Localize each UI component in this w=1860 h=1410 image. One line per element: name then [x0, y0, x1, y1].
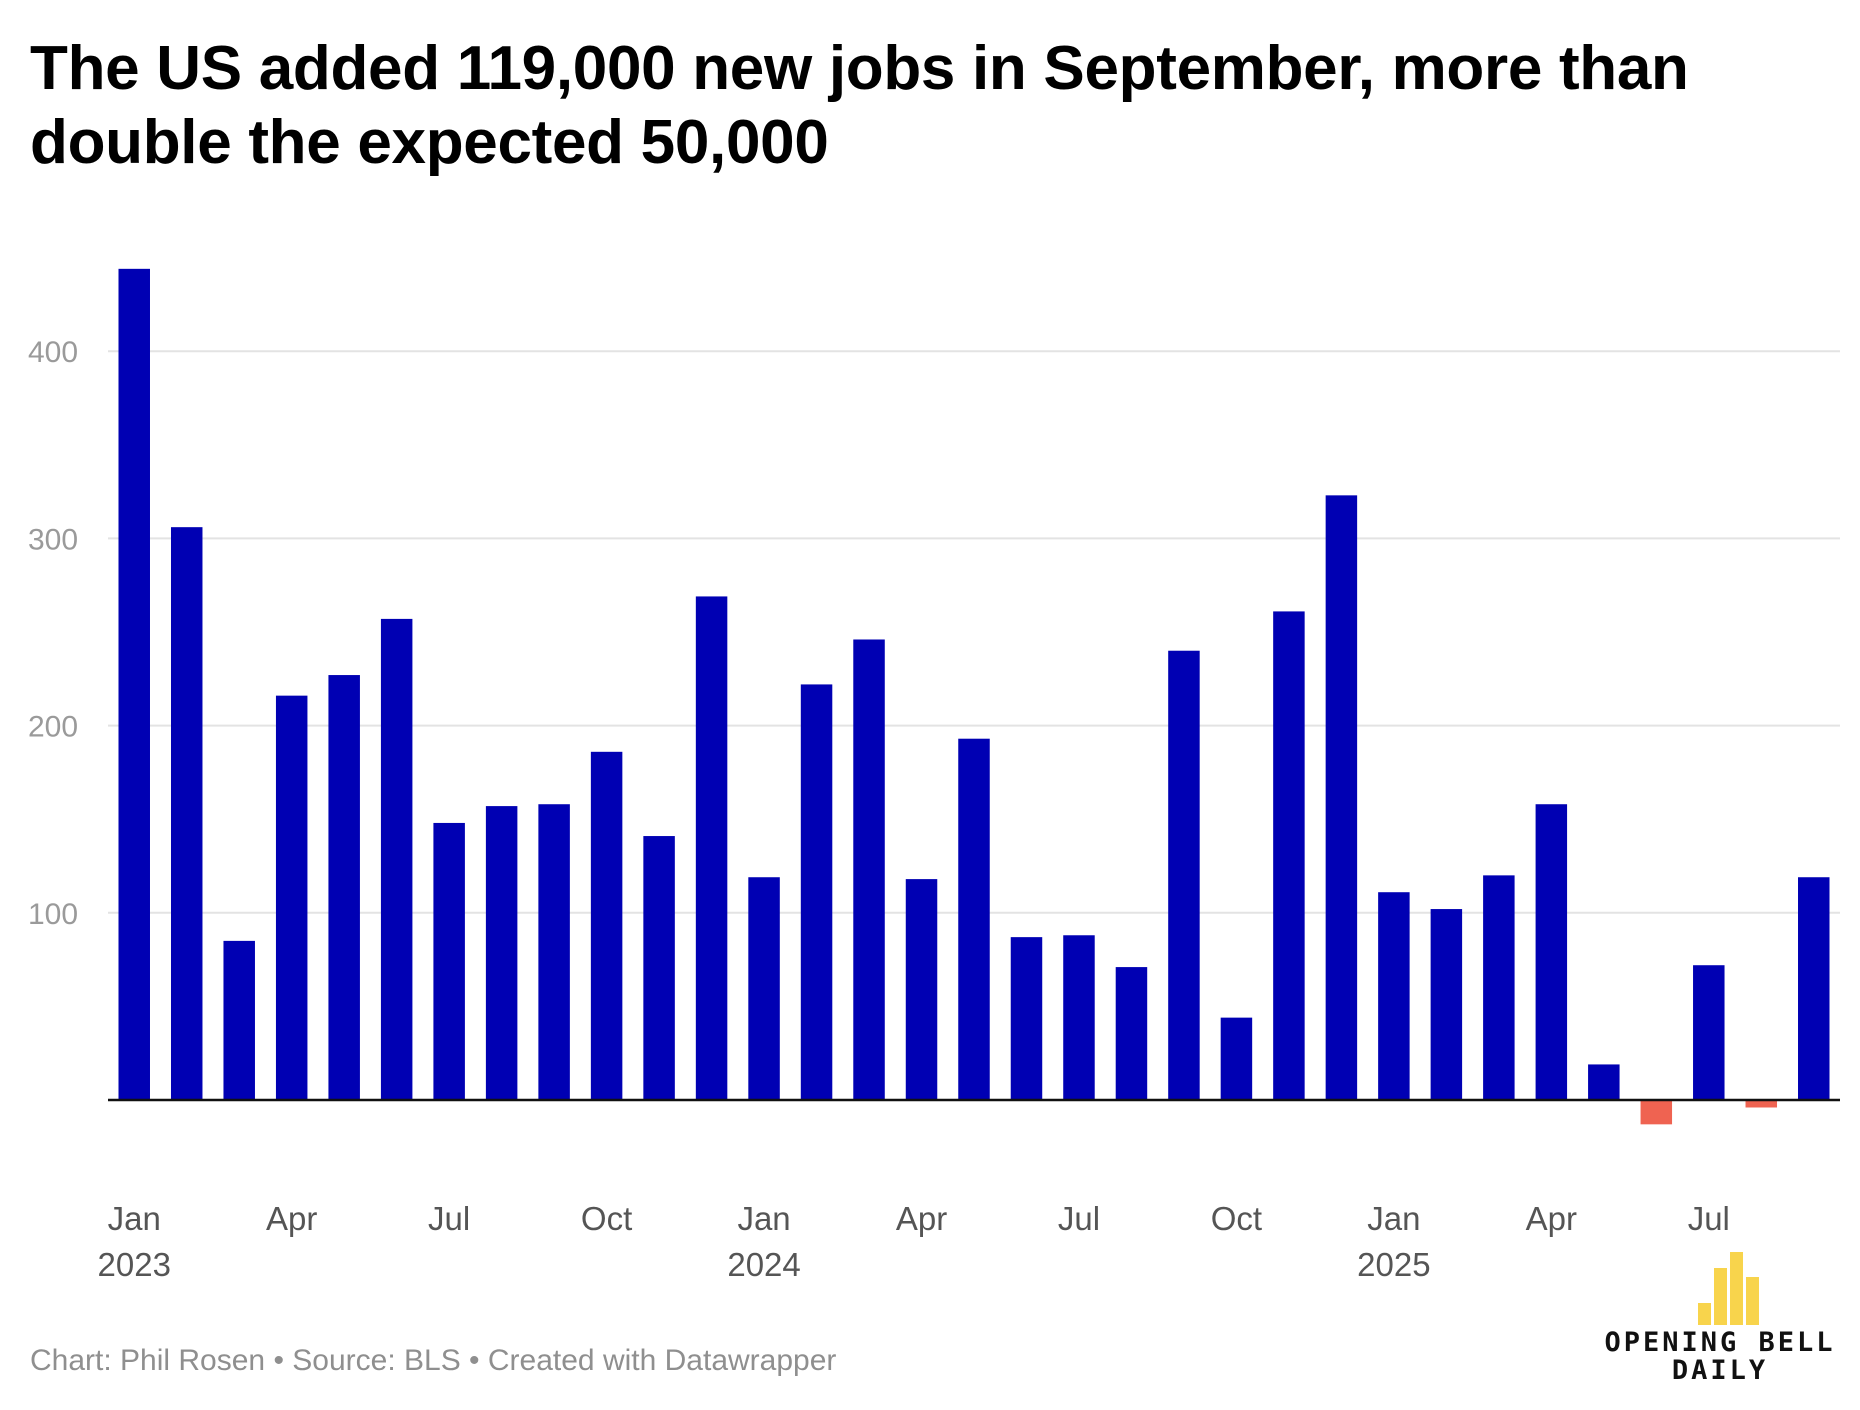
logo-line2: DAILY [1671, 1355, 1769, 1386]
x-tick-month: Oct [581, 1200, 632, 1237]
x-tick-month: Apr [266, 1200, 317, 1237]
x-tick-month: Oct [1211, 1200, 1262, 1237]
bar-may-2023 [328, 675, 360, 1100]
y-tick-label: 200 [28, 711, 78, 744]
bar-mar-2023 [223, 940, 255, 1100]
bar-jun-2023 [380, 618, 413, 1100]
x-tick-month: Jul [1688, 1200, 1730, 1237]
x-tick-month: Jul [428, 1200, 470, 1237]
bar-nov-2024 [1273, 611, 1305, 1100]
y-tick-label: 300 [28, 523, 78, 556]
bar-dec-2024 [1325, 495, 1358, 1100]
x-tick-month: Apr [1526, 1200, 1577, 1237]
x-tick-month: Jul [1058, 1200, 1100, 1237]
bar-jun-2025 [1640, 1100, 1673, 1125]
logo-line1: OPENING BELL [1604, 1327, 1836, 1358]
x-tick-month: Jan [1367, 1200, 1420, 1237]
bar-sep-2025 [1798, 877, 1830, 1100]
bars [118, 268, 1830, 1125]
bar-feb-2024 [800, 684, 833, 1100]
x-tick-month: Apr [896, 1200, 947, 1237]
bar-aug-2025 [1745, 1100, 1778, 1108]
x-axis-ticks: Jan 2023 Apr Jul Oct Jan 2024 Apr Jul Oct Jan 2025 A… [98, 1200, 1730, 1283]
bar-mar-2024 [853, 639, 885, 1100]
bar-feb-2025 [1430, 909, 1463, 1100]
x-tick-month: Jan [737, 1200, 790, 1237]
logo-bar [1714, 1268, 1727, 1325]
y-axis-ticks: 100 200 300 400 [28, 336, 78, 931]
bar-feb-2023 [170, 527, 203, 1100]
opening-bell-daily-logo: OPENING BELL DAILY [1590, 1245, 1850, 1386]
bar-jun-2024 [1010, 937, 1043, 1100]
y-tick-label: 400 [28, 336, 78, 369]
bar-oct-2024 [1220, 1017, 1253, 1100]
bar-jul-2024 [1063, 935, 1095, 1100]
logo-bar [1698, 1303, 1711, 1325]
bar-sep-2023 [538, 804, 570, 1100]
bar-may-2025 [1588, 1064, 1620, 1100]
bar-mar-2025 [1483, 875, 1515, 1100]
bar-oct-2023 [590, 751, 623, 1100]
bar-apr-2025 [1535, 804, 1568, 1100]
x-tick-month: Jan [108, 1200, 161, 1237]
bar-apr-2023 [275, 695, 308, 1100]
chart-title: The US added 119,000 new jobs in Septemb… [30, 34, 1689, 177]
x-tick-year: 2023 [98, 1246, 171, 1283]
bar-jan-2023 [118, 268, 150, 1100]
bar-jan-2024 [748, 877, 780, 1100]
bar-apr-2024 [905, 879, 938, 1100]
bar-nov-2023 [643, 836, 675, 1100]
y-tick-label: 100 [28, 898, 78, 931]
bar-jan-2025 [1378, 892, 1410, 1100]
bar-jul-2025 [1693, 965, 1725, 1100]
bar-sep-2024 [1168, 650, 1200, 1100]
bar-jul-2023 [433, 822, 465, 1100]
logo-bar [1746, 1277, 1759, 1325]
bar-may-2024 [958, 738, 990, 1100]
bar-aug-2024 [1115, 967, 1148, 1100]
logo-bar [1730, 1252, 1743, 1325]
chart-credits: Chart: Phil Rosen • Source: BLS • Create… [30, 1344, 837, 1377]
bar-aug-2023 [485, 806, 518, 1100]
bar-dec-2023 [695, 596, 728, 1100]
x-tick-year: 2024 [727, 1246, 800, 1283]
x-tick-year: 2025 [1357, 1246, 1430, 1283]
bar-logo-icon [1698, 1252, 1759, 1325]
